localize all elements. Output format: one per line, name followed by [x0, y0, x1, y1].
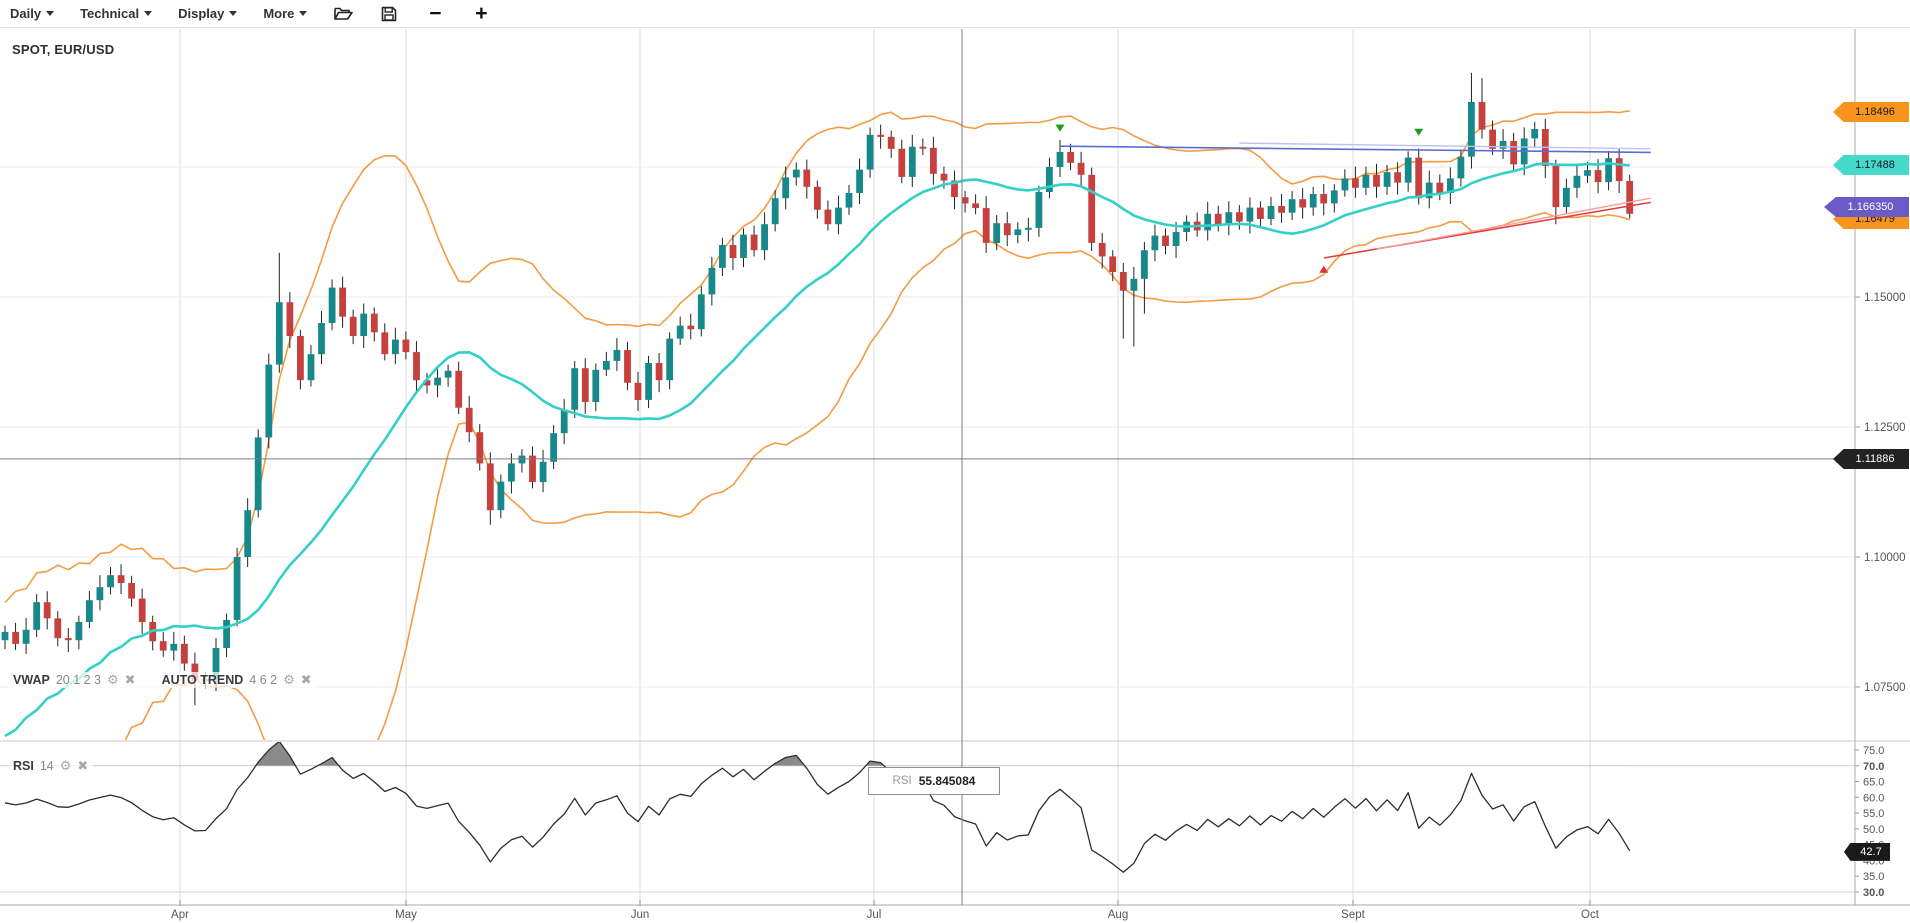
rsi-label: RSI: [13, 759, 34, 773]
rsi-overbought-fill: [255, 742, 885, 766]
technical-menu-label: Technical: [80, 6, 140, 21]
close-icon[interactable]: ✖: [300, 672, 312, 687]
zoom-in-icon[interactable]: +: [475, 1, 488, 25]
save-icon[interactable]: [379, 4, 399, 24]
open-folder-icon[interactable]: [333, 4, 353, 24]
rsi-tooltip-label: RSI: [892, 775, 912, 787]
rsi-value-badge: 42.7: [1844, 842, 1890, 861]
price-axis-labels: 1.15000 1.12500 1.10000 1.07500: [1855, 292, 1906, 694]
svg-text:Jul: Jul: [867, 909, 882, 921]
close-icon[interactable]: ✖: [124, 672, 136, 687]
timeframe-menu[interactable]: Daily: [10, 6, 55, 21]
price-badge-last-price: 1.166350: [1824, 197, 1909, 217]
rsi-tooltip-value: 55.845084: [918, 774, 976, 788]
indicator-legend-vwap: VWAP 20 1 2 3 ⚙ ✖ AUTO TREND 4 6 2 ⚙ ✖: [8, 672, 317, 688]
chevron-down-icon: [229, 11, 238, 16]
rsi-line: [4, 742, 1631, 873]
band-upper-line: [4, 110, 1630, 604]
timeframe-menu-label: Daily: [10, 6, 42, 21]
indicator-legend-rsi: RSI 14 ⚙ ✖: [8, 758, 94, 774]
technical-menu[interactable]: Technical: [80, 6, 153, 21]
chevron-down-icon: [299, 11, 308, 16]
svg-text:1.15000: 1.15000: [1864, 292, 1906, 304]
rsi-axis-labels: 75.070.065.060.055.050.045.040.035.030.0: [1855, 745, 1884, 899]
svg-text:75.0: 75.0: [1863, 745, 1884, 757]
crosshair: [0, 29, 1855, 905]
svg-text:1.07500: 1.07500: [1864, 682, 1906, 694]
svg-text:1.12500: 1.12500: [1864, 422, 1906, 434]
display-menu[interactable]: Display: [178, 6, 238, 21]
more-menu[interactable]: More: [263, 6, 308, 21]
toolbar: Daily Technical Display More − +: [0, 0, 1910, 28]
close-icon[interactable]: ✖: [77, 758, 89, 773]
svg-text:60.0: 60.0: [1863, 792, 1884, 804]
svg-text:65.0: 65.0: [1863, 777, 1884, 789]
vwap-line: [4, 162, 1630, 738]
gear-icon[interactable]: ⚙: [107, 672, 119, 687]
auto-trend-params: 4 6 2: [249, 673, 278, 687]
rsi-oversold-fill: [5, 741, 1630, 892]
rsi-value-tooltip: RSI 55.845084: [868, 767, 1000, 795]
display-menu-label: Display: [178, 6, 225, 21]
more-menu-label: More: [263, 6, 295, 21]
svg-text:30.0: 30.0: [1863, 887, 1884, 899]
svg-text:55.0: 55.0: [1863, 808, 1884, 820]
svg-text:1.10000: 1.10000: [1864, 552, 1906, 564]
band-lower-line: [124, 211, 1630, 740]
svg-text:May: May: [395, 909, 417, 921]
svg-text:Jun: Jun: [631, 909, 650, 921]
price-grid: [0, 166, 1855, 688]
svg-text:Aug: Aug: [1108, 909, 1128, 921]
svg-text:Apr: Apr: [171, 909, 189, 921]
chart-symbol-title: SPOT, EUR/USD: [12, 42, 115, 57]
price-badge-upper-band: 1.18496: [1833, 102, 1909, 122]
trend-signal-markers: [1055, 124, 1424, 273]
gear-icon[interactable]: ⚙: [59, 758, 72, 773]
price-badge-crosshair: 1.11886: [1833, 449, 1909, 469]
svg-text:70.0: 70.0: [1863, 761, 1884, 773]
candles-layer: [1, 72, 1634, 706]
chevron-down-icon: [46, 11, 55, 16]
auto-trend-lines: [1059, 142, 1651, 259]
price-badge-vwap: 1.17488: [1833, 155, 1909, 175]
svg-text:35.0: 35.0: [1863, 871, 1884, 883]
vwap-label: VWAP: [13, 673, 50, 687]
chevron-down-icon: [144, 11, 153, 16]
x-axis-labels: Apr May Jun Jul Aug Sept Oct: [171, 909, 1600, 921]
auto-trend-label: AUTO TREND: [161, 673, 244, 687]
svg-text:Oct: Oct: [1581, 909, 1600, 921]
svg-text:Sept: Sept: [1341, 909, 1365, 921]
gear-icon[interactable]: ⚙: [283, 672, 295, 687]
svg-text:50.0: 50.0: [1863, 824, 1884, 836]
zoom-out-icon[interactable]: −: [429, 1, 442, 25]
rsi-params: 14: [39, 759, 54, 773]
vwap-params: 20 1 2 3: [55, 673, 101, 687]
